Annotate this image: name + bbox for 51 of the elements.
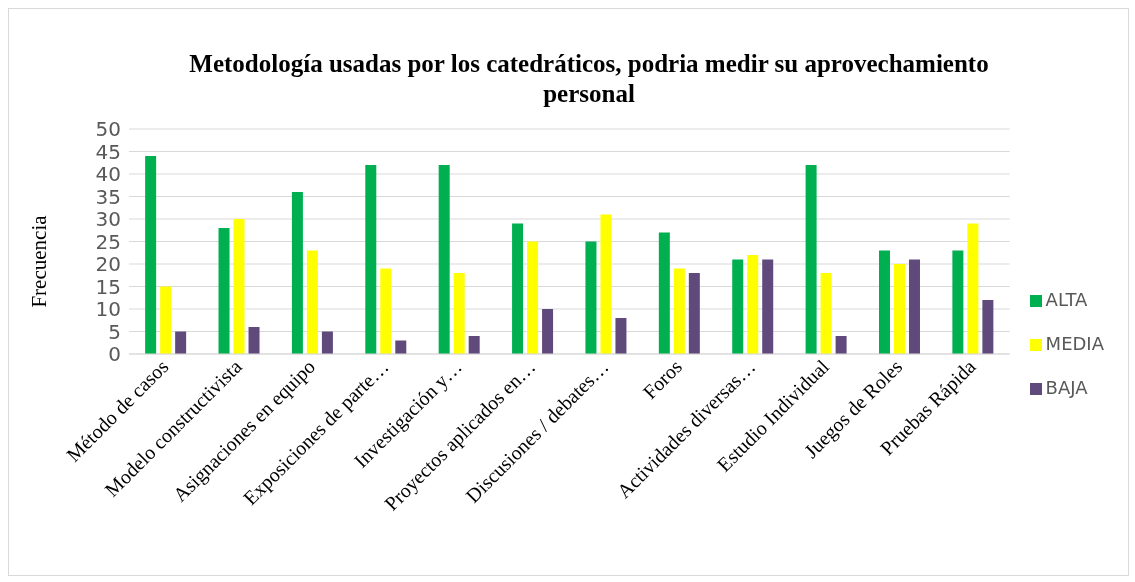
bar [233,219,245,354]
y-tick-label: 15 [95,274,121,299]
bar [306,250,318,354]
y-tick-label: 0 [108,342,121,367]
y-tick-label: 5 [108,319,121,344]
bar [218,228,230,354]
bar [453,273,465,354]
bar [982,300,994,354]
y-tick-label: 10 [95,297,121,322]
bar [967,223,979,354]
bar [878,250,890,354]
legend-label: MEDIA [1045,333,1104,354]
bar [893,264,905,354]
chart-title: Metodología usadas por los catedráticos, podria medir su aprovechamiento personal [188,49,990,109]
bar [658,232,670,354]
y-tick-label: 50 [95,117,121,142]
bar [732,259,744,354]
y-tick-label: 30 [95,207,121,232]
bar [365,165,377,354]
bar [585,241,597,354]
bar [600,214,612,354]
bar [321,331,333,354]
bar [145,156,157,354]
y-tick-label: 25 [95,229,121,254]
bar [512,223,524,354]
bar [805,165,817,354]
y-tick-label: 45 [95,139,121,164]
y-axis-title: Frecuencia [26,214,52,310]
bar [542,309,554,354]
legend-label: ALTA [1045,289,1088,310]
bar [615,318,627,354]
bar [688,273,700,354]
bar [380,268,392,354]
bar [527,241,539,354]
bar [952,250,964,354]
legend-label: BAJA [1045,377,1088,398]
bar [291,192,303,354]
bar [160,286,172,354]
bar [175,331,187,354]
y-tick-label: 20 [95,252,121,277]
y-tick-label: 40 [95,162,121,187]
bar [762,259,774,354]
bar [468,336,480,354]
bar [820,273,832,354]
bar [248,327,260,354]
bar [908,259,920,354]
y-tick-label: 35 [95,184,121,209]
bar [835,336,847,354]
bar [747,255,759,354]
bar [673,268,685,354]
bar [438,165,450,354]
